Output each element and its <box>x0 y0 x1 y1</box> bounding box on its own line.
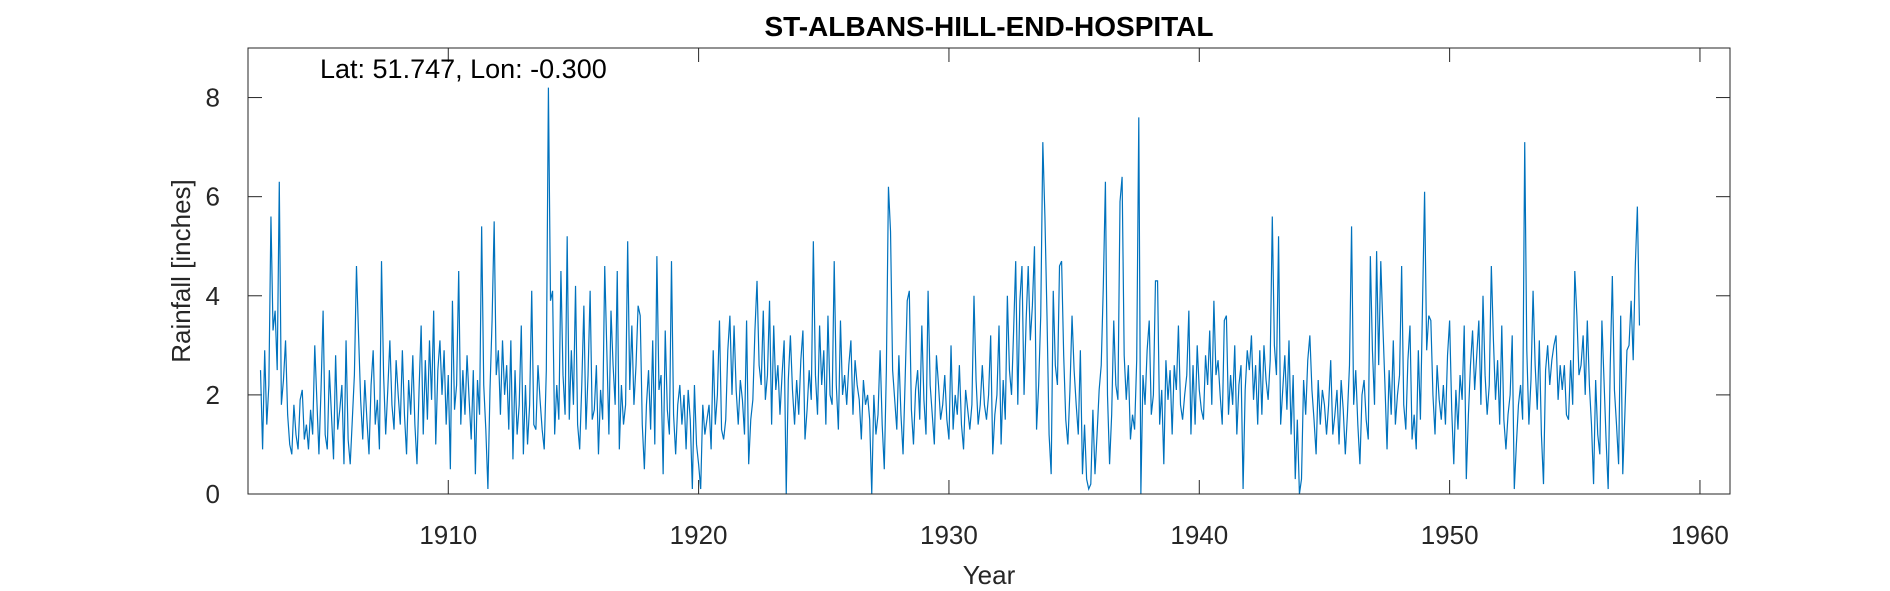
x-tick-label: 1930 <box>920 520 978 550</box>
y-axis-label: Rainfall [inches] <box>166 179 196 363</box>
x-tick-label: 1960 <box>1671 520 1729 550</box>
y-tick-label: 4 <box>206 281 220 311</box>
rainfall-series-line <box>259 87 1641 495</box>
y-tick-label: 6 <box>206 182 220 212</box>
y-tick-label: 0 <box>206 479 220 509</box>
x-tick-label: 1950 <box>1421 520 1479 550</box>
x-tick-label: 1910 <box>419 520 477 550</box>
chart-title: ST-ALBANS-HILL-END-HOSPITAL <box>765 11 1214 42</box>
tick-labels: 1910 1920 1930 1940 1950 1960 0 2 4 6 8 <box>206 83 1729 550</box>
x-tick-label: 1940 <box>1170 520 1228 550</box>
x-axis-label: Year <box>963 560 1016 590</box>
plot-frame <box>247 47 1731 495</box>
x-tick-label: 1920 <box>670 520 728 550</box>
location-annotation: Lat: 51.747, Lon: -0.300 <box>320 54 607 84</box>
y-tick-label: 8 <box>206 83 220 113</box>
y-tick-label: 2 <box>206 380 220 410</box>
axis-ticks <box>248 48 1730 495</box>
